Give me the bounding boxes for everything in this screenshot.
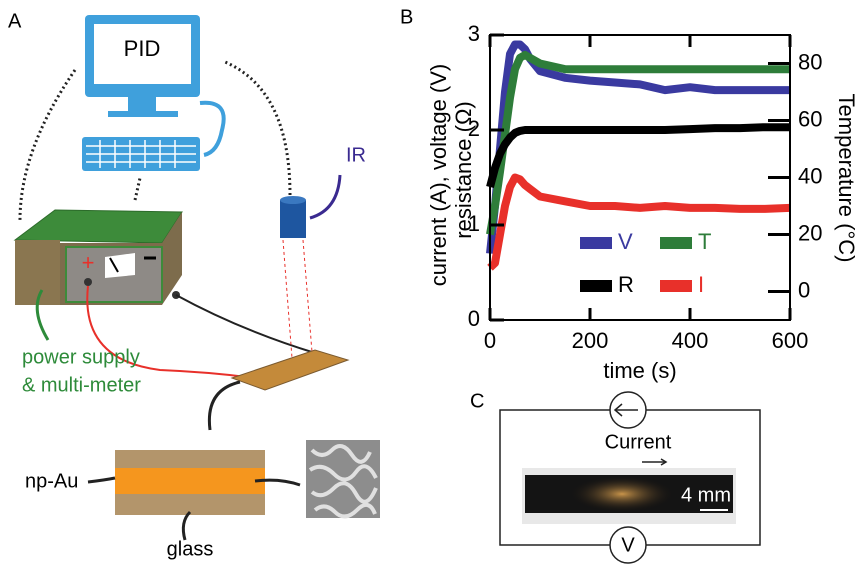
y-tick-label: 2	[468, 116, 480, 141]
series-line	[490, 178, 790, 268]
y2-axis-label: Temperature (°C)	[834, 94, 859, 263]
chart: B time (s) current (A), voltage (V) resi…	[400, 6, 859, 383]
legend-label: R	[618, 272, 634, 297]
panel-letter: C	[470, 390, 484, 412]
hot-spot	[570, 476, 674, 512]
supply-label: power supply	[22, 346, 140, 368]
sample-slide	[232, 350, 348, 390]
y2-tick-label: 40	[798, 163, 822, 188]
series-line	[490, 127, 790, 187]
x-tick-label: 400	[672, 328, 709, 353]
current-label: Current	[605, 431, 672, 453]
x-tick-label: 200	[572, 328, 609, 353]
x-axis-label: time (s)	[603, 358, 676, 383]
y2-tick-label: 60	[798, 106, 822, 131]
pid-label: PID	[124, 36, 161, 61]
legend-label: T	[698, 229, 711, 254]
meter-label: V	[621, 534, 635, 556]
plus-sign: +	[82, 250, 95, 275]
panel-letter: B	[400, 6, 413, 28]
y2-tick-label: 20	[798, 220, 822, 245]
panel-letter: A	[8, 10, 22, 32]
sample-cross-section	[88, 450, 300, 540]
y-tick-label: 1	[468, 211, 480, 236]
scale-label: 4 mm	[681, 484, 731, 506]
substrate-label: glass	[167, 538, 214, 560]
ir-sensor	[280, 175, 340, 358]
y-tick-label: 0	[468, 306, 480, 331]
wire	[176, 295, 315, 353]
plot-frame	[490, 35, 790, 320]
film-label: np-Au	[25, 470, 78, 492]
ir-label: IR	[346, 144, 366, 166]
legend-label: I	[698, 272, 704, 297]
arrow	[209, 382, 240, 430]
y-axis-label: current (A), voltage (V)	[426, 64, 451, 287]
x-tick-label: 0	[484, 328, 496, 353]
y2-tick-label: 80	[798, 49, 822, 74]
supply-label: & multi-meter	[22, 374, 141, 396]
series-line	[490, 45, 790, 254]
figure: A PID + power supply & multi-meter IR	[0, 0, 862, 565]
y-tick-label: 3	[468, 21, 480, 46]
legend-label: V	[618, 229, 633, 254]
x-tick-label: 600	[772, 328, 809, 353]
y2-tick-label: 0	[798, 277, 810, 302]
